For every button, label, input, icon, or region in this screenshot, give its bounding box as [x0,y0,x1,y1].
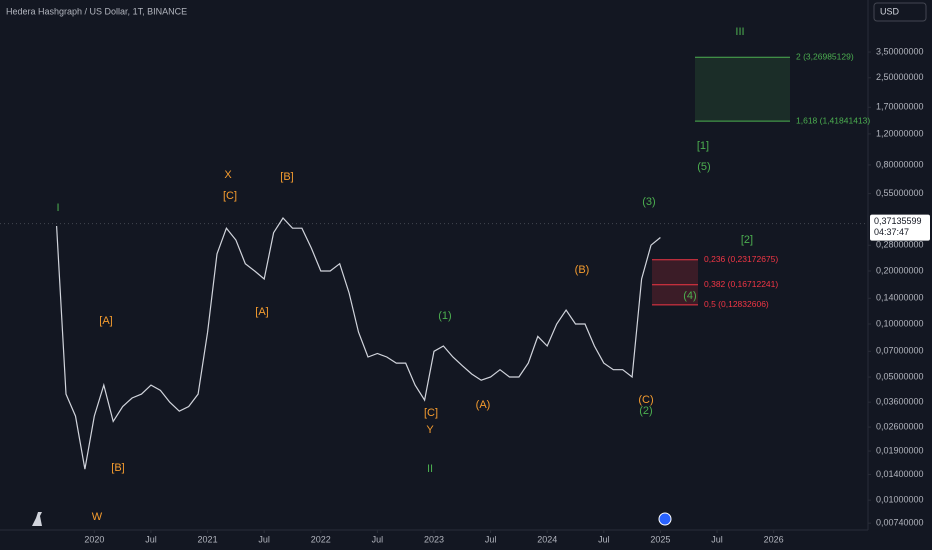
x-tick-label: 2021 [198,534,218,544]
wave-label: [1] [697,140,709,152]
wave-label: [B] [280,171,293,183]
wave-label: III [735,26,744,38]
countdown: 04:37:47 [874,227,909,237]
wave-label: Y [426,424,434,436]
y-tick-label: 0,55000000 [876,188,924,198]
y-tick-label: 0,20000000 [876,265,924,275]
x-tick-label: Jul [145,534,157,544]
wave-label: (5) [697,161,710,173]
wave-label: (C) [638,394,653,406]
wave-label: [C] [223,190,237,202]
last-price-box [870,214,930,241]
x-tick-label: Jul [711,534,723,544]
y-tick-label: 0,10000000 [876,318,924,328]
last-price-label: 0,37135599 [874,216,922,226]
y-tick-label: 0,05000000 [876,371,924,381]
wave-label: (B) [575,264,590,276]
x-tick-label: 2022 [311,534,331,544]
wave-label: X [224,169,232,181]
wave-label: (1) [438,310,451,322]
wave-label: (3) [642,196,655,208]
x-tick-label: 2020 [84,534,104,544]
x-tick-label: Jul [485,534,497,544]
target-zone [695,57,790,122]
target-label: 2 (3,26985129) [796,51,854,61]
fib-label: 0,382 (0,16712241) [704,279,778,289]
x-tick-label: Jul [372,534,384,544]
event-icon[interactable] [658,512,672,526]
x-tick-label: 2023 [424,534,444,544]
logo [32,512,42,526]
y-tick-label: 2,50000000 [876,72,924,82]
wave-label: II [427,463,433,475]
wave-label: (4) [683,290,696,302]
y-tick-label: 1,70000000 [876,102,924,112]
y-tick-label: 0,80000000 [876,159,924,169]
fib-label: 0,236 (0,23172675) [704,254,778,264]
currency: USD [880,6,900,16]
wave-label: [C] [424,407,438,419]
target-label: 1,618 (1,41841413) [796,115,870,125]
x-tick-label: 2026 [764,534,784,544]
price-line [56,217,661,470]
fib-label: 0,5 (0,12832606) [704,299,769,309]
y-tick-label: 0,03600000 [876,397,924,407]
y-tick-label: 0,01400000 [876,469,924,479]
fib-zone [652,259,698,285]
wave-label: [B] [111,462,124,474]
y-tick-label: 0,01000000 [876,495,924,505]
x-tick-label: 2025 [650,534,670,544]
fib-zone [652,284,698,305]
y-tick-label: 3,50000000 [876,46,924,56]
wave-label: [A] [255,306,268,318]
y-tick-label: 0,07000000 [876,346,924,356]
wave-label: I [56,202,59,214]
currency-button[interactable] [873,2,927,22]
x-tick-label: 2024 [537,534,557,544]
wave-label: [A] [99,315,112,327]
y-tick-label: 0,01900000 [876,445,924,455]
x-tick-label: Jul [258,534,270,544]
wave-label: (A) [476,399,491,411]
wave-label: W [92,511,103,523]
y-tick-label: 0,14000000 [876,293,924,303]
x-tick-label: Jul [598,534,610,544]
chart-title: Hedera Hashgraph / US Dollar, 1T, BINANC… [6,6,187,16]
y-tick-label: 0,02600000 [876,421,924,431]
y-tick-label: 0,00740000 [876,518,924,528]
wave-label: (2) [639,405,652,417]
wave-label: [2] [741,234,753,246]
y-tick-label: 0,28000000 [876,240,924,250]
y-tick-label: 1,20000000 [876,128,924,138]
